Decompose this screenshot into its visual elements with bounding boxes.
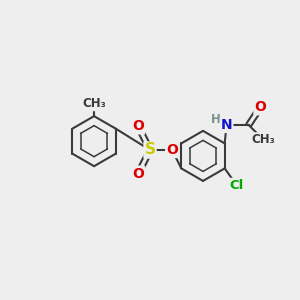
Text: Cl: Cl	[230, 179, 244, 192]
Text: CH₃: CH₃	[251, 133, 275, 146]
Text: H: H	[211, 112, 221, 126]
Text: CH₃: CH₃	[82, 97, 106, 110]
Text: O: O	[132, 167, 144, 181]
Text: O: O	[254, 100, 266, 114]
Text: N: N	[221, 118, 232, 132]
Text: S: S	[145, 142, 155, 158]
Text: O: O	[166, 143, 178, 157]
Text: O: O	[132, 119, 144, 134]
